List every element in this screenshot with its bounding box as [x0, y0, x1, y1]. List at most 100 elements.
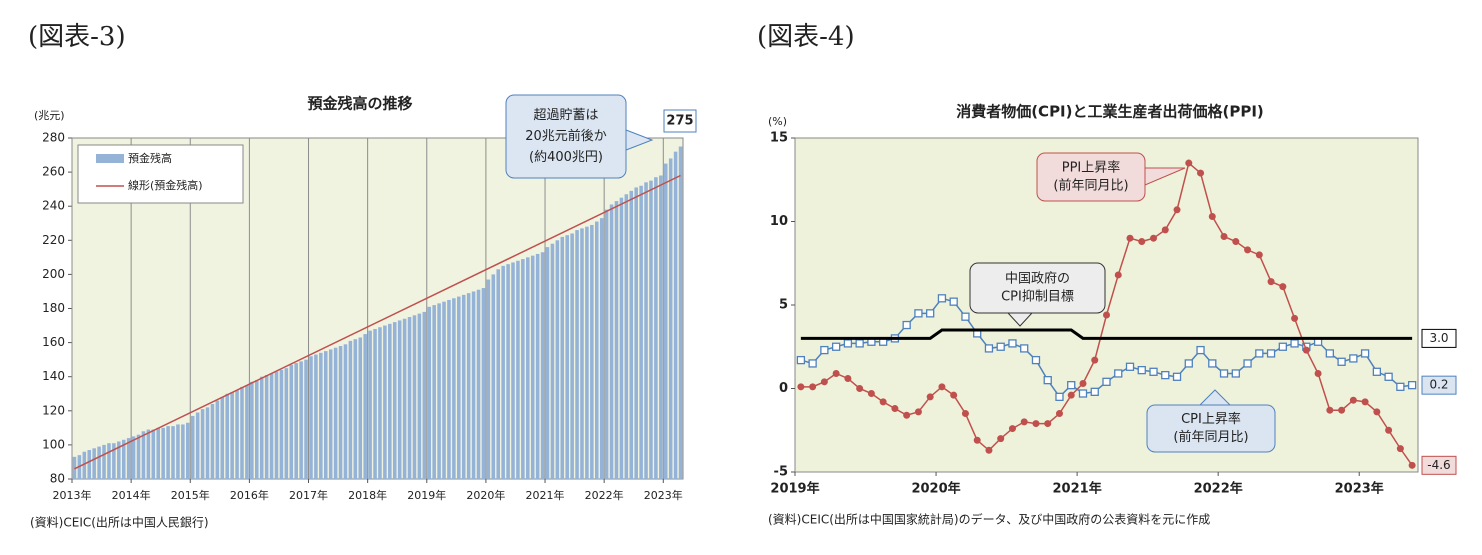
marker [1079, 379, 1087, 387]
bar [580, 228, 584, 479]
bar [245, 385, 249, 479]
marker [1020, 418, 1028, 426]
x-tick-label: 2020年 [911, 481, 960, 497]
marker [996, 342, 1005, 351]
callout-box [505, 94, 627, 179]
bar [181, 424, 185, 479]
bar [526, 257, 530, 479]
bar [289, 364, 294, 479]
bar [304, 359, 308, 479]
end-label: -4.6 [1427, 458, 1450, 472]
marker [1302, 346, 1310, 354]
marker [891, 405, 899, 413]
marker [1055, 392, 1064, 402]
marker [961, 410, 969, 418]
x-tick-label: 2020年 [466, 488, 505, 502]
bar [496, 269, 500, 479]
legend-label: 線形(預金残高) [128, 178, 203, 192]
y-tick-label: 200 [42, 267, 65, 281]
bar [609, 204, 614, 479]
bar [481, 288, 486, 479]
value-label: 275 [666, 114, 693, 129]
bar [590, 224, 594, 479]
bar [422, 311, 427, 479]
legend-swatch [96, 154, 124, 163]
bar [225, 393, 229, 479]
marker [997, 435, 1005, 443]
callout-text: 20兆元前後か [525, 128, 607, 144]
bar [72, 456, 77, 479]
marker [1043, 375, 1052, 385]
chart-title: 消費者物価(CPI)と工業生産者出荷価格(PPI) [956, 103, 1264, 121]
y-tick-label: 160 [42, 335, 65, 349]
bar [309, 356, 313, 479]
marker [1338, 406, 1346, 414]
callout-box [1036, 152, 1146, 202]
marker [1172, 372, 1182, 381]
marker [831, 342, 841, 351]
bar [654, 177, 658, 479]
marker [949, 297, 958, 306]
bar [545, 247, 550, 479]
callout-text: 中国政府の [1005, 272, 1070, 287]
callout-text: (前年同月比) [1173, 429, 1248, 445]
x-tick-label: 2016年 [230, 488, 269, 502]
marker [1407, 381, 1417, 390]
marker [1150, 234, 1158, 242]
x-tick-label: 2023年 [644, 488, 683, 502]
x-tick-label: 2021年 [1053, 481, 1102, 497]
y-tick-label: 5 [779, 298, 788, 313]
marker [1067, 381, 1076, 390]
marker [926, 309, 935, 318]
marker [938, 383, 946, 391]
callout-text: CPI上昇率 [1181, 411, 1241, 427]
marker [808, 359, 817, 368]
bar [190, 415, 195, 479]
bar [506, 264, 510, 479]
y-unit: (兆元) [34, 109, 65, 122]
marker [1231, 369, 1240, 378]
marker [797, 383, 805, 391]
marker [1396, 382, 1405, 391]
y-tick-label: 0 [779, 381, 788, 396]
source: (資料)CEIC(出所は中国人民銀行) [30, 515, 209, 530]
marker [1290, 339, 1299, 348]
callout-text: (約400兆円) [529, 150, 603, 165]
bar [540, 252, 545, 479]
x-tick-label: 2018年 [348, 488, 387, 502]
marker [1185, 159, 1193, 167]
x-tick-label: 2019年 [770, 481, 819, 497]
marker [926, 393, 934, 401]
marker [1008, 425, 1016, 433]
bar [530, 255, 535, 479]
bar [141, 431, 146, 479]
marker [1020, 344, 1029, 353]
marker [1384, 372, 1393, 381]
marker [1055, 410, 1063, 418]
x-tick-label: 2021年 [526, 488, 565, 502]
marker [1184, 359, 1193, 368]
bar [511, 262, 515, 479]
marker [1291, 314, 1299, 322]
marker [1326, 406, 1334, 414]
end-label-box [1421, 375, 1457, 395]
series-line [800, 328, 1413, 340]
bar [87, 450, 92, 479]
bar [338, 346, 343, 479]
marker [1008, 339, 1017, 348]
bar [176, 424, 180, 479]
bar [136, 434, 141, 479]
bar [92, 448, 96, 479]
marker [973, 436, 981, 444]
bar [412, 315, 417, 479]
bar [427, 306, 432, 479]
bar [146, 429, 151, 479]
bar [328, 349, 333, 479]
marker [985, 446, 993, 454]
x-tick-label: 2013年 [53, 488, 92, 502]
x-tick-label: 2017年 [289, 488, 328, 502]
marker [1325, 349, 1334, 358]
callout-text: CPI抑制目標 [1001, 290, 1074, 305]
bar [166, 426, 170, 479]
bar [392, 322, 397, 479]
